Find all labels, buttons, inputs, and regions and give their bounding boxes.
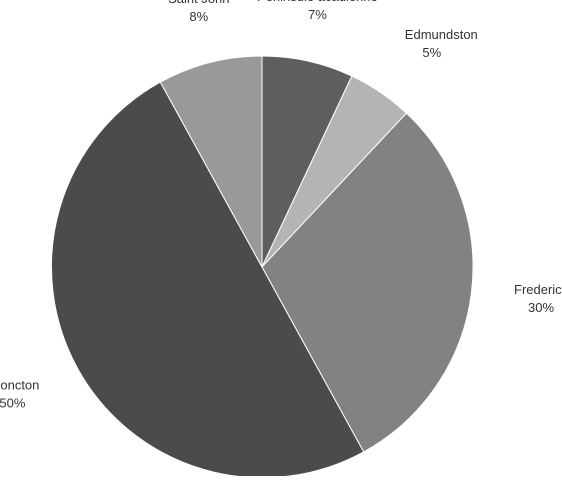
slice-label-saint-john: Saint John <box>168 0 229 6</box>
pie-slices <box>50 55 474 479</box>
slice-percent-saint-john: 8% <box>189 9 208 24</box>
slice-label-peninsule-acadienne: Péninsule acadienne <box>257 0 378 4</box>
slice-label-edmundston: Edmundston <box>405 27 478 42</box>
pie-slice-fredericton <box>261 112 474 453</box>
slice-label-fredericton: Fredericton <box>514 282 562 297</box>
slice-label-moncton: Moncton <box>0 377 39 392</box>
slice-percent-peninsule-acadienne: 7% <box>308 7 327 22</box>
slice-percent-fredericton: 30% <box>528 300 554 315</box>
slice-percent-moncton: 50% <box>0 395 26 410</box>
slice-percent-edmundston: 5% <box>422 45 441 60</box>
pie-slice-saint-john <box>159 55 263 268</box>
pie-labels: Péninsule acadienne 7% Edmundston 5% Frederi… <box>0 0 562 410</box>
